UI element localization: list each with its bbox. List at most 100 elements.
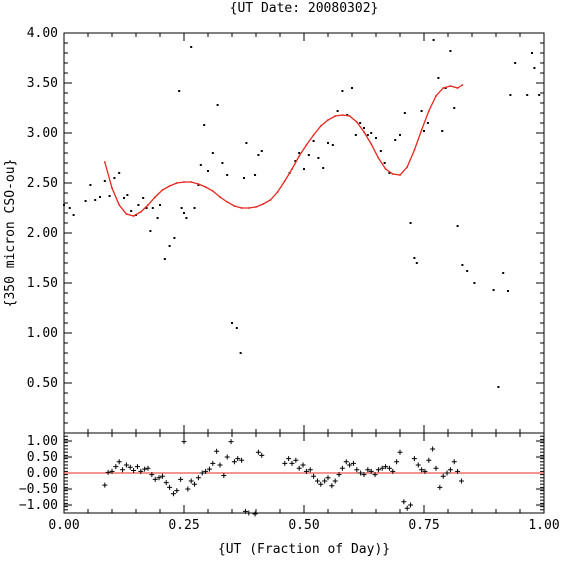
- main-data-point: [298, 152, 301, 154]
- resid-y-tick-label: 0.00: [27, 466, 58, 481]
- main-y-tick-label: 3.50: [27, 76, 58, 91]
- fit-point: [377, 157, 380, 159]
- residual-point: [206, 466, 212, 472]
- main-data-point: [413, 257, 416, 259]
- residual-point: [368, 468, 374, 474]
- residual-point: [131, 467, 137, 473]
- main-data-point: [403, 112, 406, 114]
- residual-point: [138, 468, 144, 474]
- residual-point: [444, 470, 450, 476]
- residual-point: [311, 473, 317, 479]
- main-data-point: [331, 144, 334, 146]
- resid-x-tick-label: 0.00: [48, 518, 79, 533]
- main-data-point: [203, 124, 206, 126]
- residual-point: [332, 478, 338, 484]
- residual-plot-panel: 0.00 0.25 0.50 0.75 1.00−1.00−0.500.000.501.…: [19, 432, 560, 533]
- fit-point: [269, 199, 272, 201]
- residual-point: [188, 478, 194, 484]
- main-data-point: [526, 94, 529, 96]
- main-data-point: [211, 152, 214, 154]
- main-data-point: [461, 264, 464, 266]
- residual-point: [390, 468, 396, 474]
- main-data-point: [245, 142, 248, 144]
- fit-point: [211, 190, 214, 192]
- residual-point: [224, 454, 230, 460]
- main-data-point: [415, 262, 418, 264]
- residual-point: [145, 465, 151, 471]
- main-data-point: [72, 214, 75, 216]
- residual-point: [156, 475, 162, 481]
- fit-point: [233, 205, 236, 207]
- main-data-point: [84, 200, 87, 202]
- residual-point: [451, 459, 457, 465]
- fit-point: [355, 121, 358, 123]
- residual-point: [217, 462, 223, 468]
- main-data-point: [383, 162, 386, 164]
- main-data-point: [199, 164, 202, 166]
- fit-point: [334, 115, 337, 117]
- residual-point: [383, 464, 389, 470]
- fit-point: [283, 180, 286, 182]
- residual-point: [181, 439, 187, 445]
- residual-point: [142, 466, 148, 472]
- fit-point: [139, 211, 142, 213]
- residual-point: [289, 460, 295, 466]
- fit-point: [413, 149, 416, 151]
- fit-point: [341, 114, 344, 116]
- residual-point: [437, 484, 443, 490]
- main-y-tick-label: 0.50: [27, 376, 58, 391]
- residual-point: [149, 472, 155, 478]
- fit-point: [161, 189, 164, 191]
- residual-point: [339, 465, 345, 471]
- residual-point: [314, 478, 320, 484]
- residual-point: [365, 467, 371, 473]
- residual-point: [235, 456, 241, 462]
- residual-point: [415, 462, 421, 468]
- main-data-point: [126, 194, 129, 196]
- residual-point: [358, 470, 364, 476]
- residual-point: [282, 460, 288, 466]
- main-data-point: [502, 272, 505, 274]
- main-data-point: [394, 139, 397, 141]
- residual-point: [286, 456, 292, 462]
- main-data-point: [363, 127, 365, 129]
- main-y-tick-label: 1.50: [27, 276, 58, 291]
- residual-point: [325, 475, 331, 481]
- main-data-point: [257, 154, 260, 156]
- fit-point: [363, 131, 365, 133]
- residual-point: [375, 467, 381, 473]
- fit-point: [399, 174, 401, 176]
- residual-point: [113, 464, 119, 470]
- fit-point: [262, 203, 265, 205]
- main-data-point: [354, 134, 357, 136]
- fit-point: [168, 185, 171, 187]
- main-data-point: [221, 162, 224, 164]
- x-axis-title: {UT (Fraction of Day)}: [218, 542, 390, 557]
- main-data-point: [235, 327, 238, 329]
- fit-point: [420, 129, 423, 131]
- residual-point: [255, 449, 261, 455]
- residual-point: [210, 460, 216, 466]
- residual-point: [134, 464, 140, 470]
- main-data-point: [137, 204, 140, 206]
- main-data-point: [142, 197, 145, 199]
- main-data-point: [423, 130, 425, 132]
- main-data-point: [359, 122, 362, 124]
- main-data-point: [514, 62, 517, 64]
- chart-title: {UT Date: 20080302}: [230, 1, 379, 16]
- residual-point: [455, 468, 461, 474]
- fit-point: [111, 187, 113, 189]
- main-data-point: [130, 210, 133, 212]
- main-data-point: [178, 90, 181, 92]
- main-data-point: [317, 157, 320, 159]
- main-data-point: [492, 289, 495, 291]
- main-data-point: [103, 180, 106, 182]
- fit-point: [183, 181, 185, 183]
- fit-point: [197, 183, 200, 185]
- main-data-point: [294, 160, 297, 162]
- residual-point: [336, 472, 342, 478]
- fit-point: [298, 155, 301, 157]
- main-data-point: [351, 87, 353, 89]
- residual-point: [152, 476, 158, 482]
